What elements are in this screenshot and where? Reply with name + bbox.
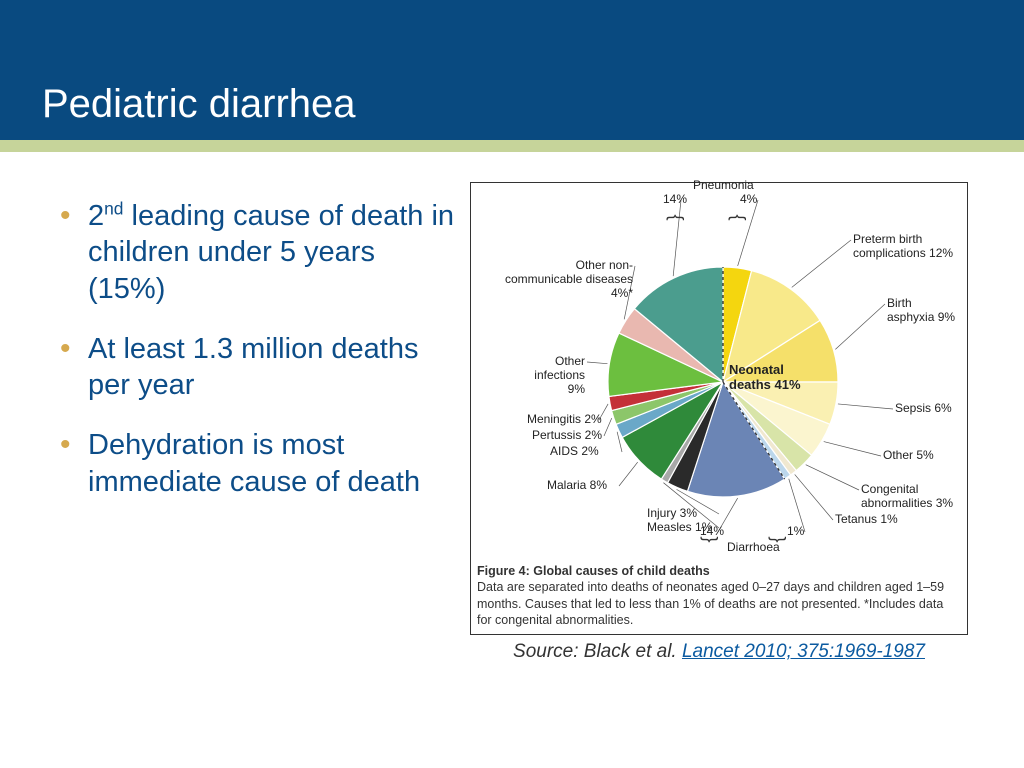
pie-slice-label: Malaria 8% [547, 479, 607, 493]
pie-slice-label: 1% [787, 525, 804, 539]
pie-slice-label: Injury 3% [647, 507, 697, 521]
pie-slice-label: Preterm birth complications 12% [853, 233, 963, 261]
pie-slice-label: AIDS 2% [550, 445, 599, 459]
accent-bar [0, 140, 1024, 152]
pie-chart: 4% Preterm birth complications 12% Birth a… [475, 187, 963, 557]
title-bar: Pediatric diarrhea [0, 0, 1024, 140]
bullet-item: At least 1.3 million deaths per year [60, 331, 460, 404]
brace-icon: } [768, 536, 789, 542]
pie-slice-label: Other 5% [883, 449, 934, 463]
figure-box: 4% Preterm birth complications 12% Birth a… [470, 182, 968, 635]
source-citation: Source: Black et al. Lancet 2010; 375:19… [470, 641, 968, 663]
pie-group-label: Diarrhoea [727, 541, 780, 555]
pie-slice-label: 14% [663, 193, 687, 207]
bullet-column: 2nd leading cause of death in children u… [0, 180, 470, 740]
pie-slice-label: Meningitis 2% [527, 413, 602, 427]
neonatal-center-label: Neonatal deaths 41% [729, 362, 819, 392]
pie-slice-label: Congenital abnormalities 3% [861, 483, 961, 511]
pie-group-label: Pneumonia [693, 179, 754, 193]
source-link[interactable]: Lancet 2010; 375:1969-1987 [682, 641, 925, 662]
figure-title: Global causes of child deaths [533, 564, 709, 578]
figure-caption: Figure 4: Global causes of child deaths … [475, 563, 963, 632]
pie-slice-label: Pertussis 2% [532, 429, 602, 443]
bullet-list: 2nd leading cause of death in children u… [60, 198, 460, 500]
bullet-item: Dehydration is most immediate cause of d… [60, 427, 460, 500]
bullet-item: 2nd leading cause of death in children u… [60, 198, 460, 307]
pie-slice-label: 4% [740, 193, 757, 207]
source-prefix: Source: Black et al. [513, 641, 682, 662]
slide: Pediatric diarrhea 2nd leading cause of … [0, 0, 1024, 768]
figure-column: 4% Preterm birth complications 12% Birth a… [470, 180, 1024, 740]
pie-slice-label: Other infections 9% [515, 355, 585, 396]
brace-icon: { [666, 214, 687, 220]
pie-slice-label: Birth asphyxia 9% [887, 297, 957, 325]
pie-slice-label: Sepsis 6% [895, 402, 955, 416]
brace-icon: { [728, 214, 749, 220]
pie-slice-label: Other non-communicable diseases 4%* [503, 259, 633, 300]
slide-title: Pediatric diarrhea [42, 82, 356, 127]
figure-caption-body: Data are separated into deaths of neonat… [477, 580, 944, 627]
pie-slice-label: Tetanus 1% [835, 513, 898, 527]
brace-icon: } [700, 536, 721, 542]
figure-label: Figure 4: [477, 564, 530, 578]
content-area: 2nd leading cause of death in children u… [0, 180, 1024, 740]
pie-slice-label: Measles 1% [647, 521, 712, 535]
